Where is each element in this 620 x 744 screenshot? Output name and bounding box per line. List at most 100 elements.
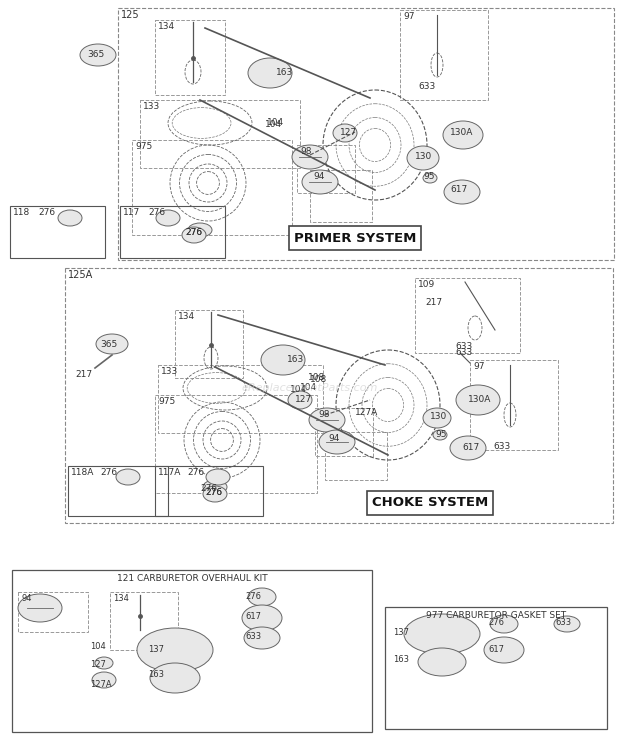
Text: 276: 276 [38,208,55,217]
Ellipse shape [244,627,280,649]
Text: 365: 365 [100,340,117,349]
Text: 163: 163 [393,655,409,664]
Text: 127A: 127A [355,408,378,417]
Text: 276: 276 [185,228,202,237]
Bar [155,20,225,95]
Text: 276: 276 [205,488,222,497]
Ellipse shape [319,430,355,454]
Ellipse shape [242,605,282,631]
Bar [470,360,558,450]
Bar [175,310,243,378]
Text: 137: 137 [393,628,409,637]
Ellipse shape [443,121,483,149]
Text: 121 CARBURETOR OVERHAUL KIT: 121 CARBURETOR OVERHAUL KIT [117,574,267,583]
Ellipse shape [302,170,338,194]
Ellipse shape [116,469,140,485]
Text: 134: 134 [113,594,129,603]
Ellipse shape [137,628,213,672]
Text: 94: 94 [313,172,324,181]
Text: 94: 94 [328,434,339,443]
Text: 127: 127 [340,128,357,137]
Ellipse shape [450,436,486,460]
Text: 617: 617 [245,612,261,621]
Bar [68,466,168,516]
Ellipse shape [95,657,113,669]
Ellipse shape [150,663,200,693]
Ellipse shape [407,146,439,170]
Bar [132,140,292,235]
Text: 134: 134 [178,312,195,321]
Text: 130A: 130A [450,128,474,137]
Bar [415,278,520,353]
Ellipse shape [182,227,206,243]
Text: 130: 130 [430,412,447,421]
Text: 109: 109 [418,280,435,289]
Ellipse shape [188,223,212,237]
Text: 104: 104 [300,383,317,392]
Text: 276: 276 [488,618,504,627]
Text: CHOKE SYSTEM: CHOKE SYSTEM [372,496,488,510]
Ellipse shape [58,210,82,226]
Text: 163: 163 [148,670,164,679]
Ellipse shape [261,345,305,375]
Text: 117: 117 [123,208,140,217]
Ellipse shape [96,334,128,354]
Ellipse shape [404,614,480,654]
Text: 104: 104 [265,120,282,129]
Text: PRIMER SYSTEM: PRIMER SYSTEM [294,231,416,245]
Text: 108: 108 [310,375,327,384]
Text: 217: 217 [425,298,442,307]
Text: 276: 276 [200,484,217,493]
Text: 633: 633 [245,632,261,641]
Text: 617: 617 [450,185,467,194]
Text: 133: 133 [143,102,160,111]
Text: 98: 98 [300,147,311,156]
Bar [10,206,105,258]
Ellipse shape [433,430,447,440]
Text: 617: 617 [488,645,504,654]
Ellipse shape [248,588,276,606]
Text: 276: 276 [100,468,117,477]
Ellipse shape [423,408,451,428]
Text: 95: 95 [423,172,435,181]
Ellipse shape [92,672,116,688]
Bar [325,432,387,480]
Text: 127A: 127A [90,680,112,689]
Bar [155,466,263,516]
Text: 163: 163 [276,68,293,77]
Bar [155,395,317,493]
Text: 633: 633 [493,442,510,451]
Text: 95: 95 [435,430,446,439]
Bar [120,206,225,258]
Text: 217: 217 [75,370,92,379]
Text: 977 CARBURETOR GASKET SET: 977 CARBURETOR GASKET SET [426,611,566,620]
Text: 108: 108 [308,373,326,382]
Ellipse shape [288,391,312,409]
Bar [110,592,178,650]
Text: 125: 125 [121,10,140,20]
Text: 633: 633 [555,618,571,627]
Bar [315,408,373,456]
Text: 365: 365 [87,50,104,59]
Text: 975: 975 [158,397,175,406]
Text: 130A: 130A [468,395,492,404]
Ellipse shape [292,145,328,169]
Text: 975: 975 [135,142,153,151]
Ellipse shape [156,210,180,226]
Text: 130: 130 [415,152,432,161]
Ellipse shape [484,637,524,663]
Text: 117A: 117A [158,468,182,477]
Bar [118,8,614,260]
Text: 118: 118 [13,208,30,217]
Bar [310,170,372,222]
Bar [158,365,323,433]
Ellipse shape [203,486,227,502]
Text: 276: 276 [185,228,202,237]
Text: 104: 104 [90,642,106,651]
Text: 118A: 118A [71,468,94,477]
Text: 98: 98 [318,410,329,419]
Text: 276: 276 [187,468,204,477]
Text: 633: 633 [455,348,472,357]
Text: 97: 97 [473,362,484,371]
Text: 104: 104 [290,385,307,394]
